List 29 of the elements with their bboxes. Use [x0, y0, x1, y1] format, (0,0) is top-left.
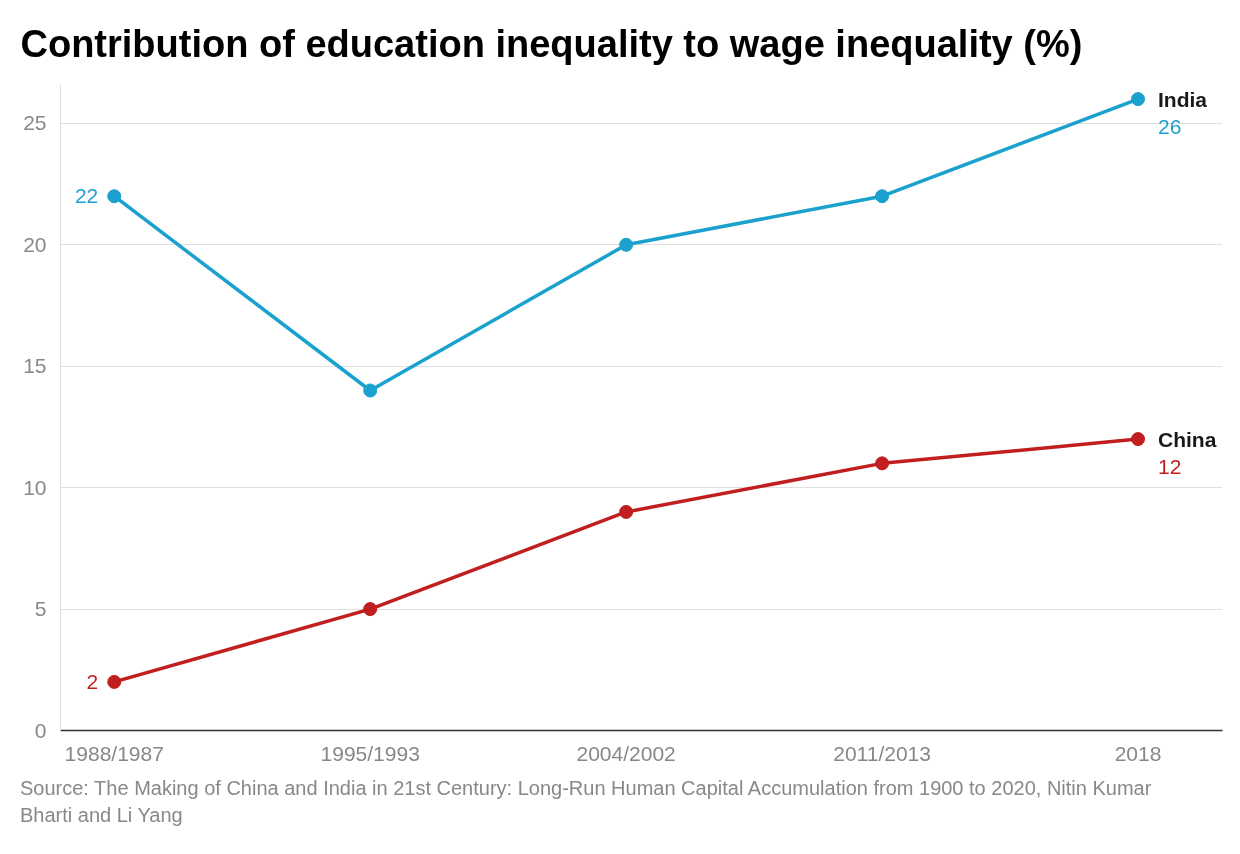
point	[1131, 92, 1146, 107]
data-label: 12	[1158, 455, 1182, 479]
data-label: 2	[86, 669, 99, 693]
x-tick-label: 2018	[1114, 741, 1162, 765]
chart-title: Contribution of education inequality to wage inequality (%)	[20, 22, 1083, 65]
y-tick-label: 20	[23, 232, 47, 256]
point	[363, 602, 378, 617]
point	[1131, 432, 1146, 447]
series-label: China	[1158, 427, 1217, 451]
x-tick-label: 1995/1993	[320, 741, 420, 765]
point	[619, 504, 634, 519]
point	[107, 189, 122, 204]
series-label: India	[1158, 87, 1208, 111]
point	[875, 456, 890, 471]
point	[107, 674, 122, 689]
point	[363, 383, 378, 398]
data-label: 26	[1158, 115, 1182, 139]
y-tick-label: 15	[23, 354, 47, 378]
x-tick-label: 1988/1987	[64, 741, 164, 765]
point	[619, 237, 634, 252]
y-tick-label: 5	[34, 597, 47, 621]
data-label: 22	[74, 184, 99, 208]
x-tick-label: 2011/2013	[833, 741, 931, 765]
x-tick-label: 2004/2002	[576, 741, 676, 765]
source-note: Source: The Making of China and India in 21st Century: Long-Run Human Capital Accumulation from 1900 to 2020, Nitin Kumar Bharti and Li Yang	[20, 776, 1153, 828]
point	[875, 189, 890, 204]
y-tick-label: 25	[23, 111, 47, 135]
y-tick-label: 10	[23, 475, 47, 499]
y-tick-label: 0	[34, 718, 47, 742]
